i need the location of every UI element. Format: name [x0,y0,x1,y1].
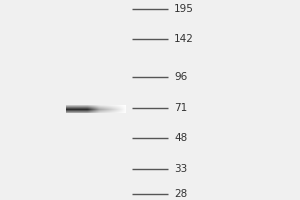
Text: 96: 96 [174,72,187,82]
Text: 71: 71 [174,103,187,113]
Text: 28: 28 [174,189,187,199]
Text: 142: 142 [174,34,194,44]
Text: 195: 195 [174,4,194,14]
Text: 48: 48 [174,133,187,143]
Text: 33: 33 [174,164,187,174]
